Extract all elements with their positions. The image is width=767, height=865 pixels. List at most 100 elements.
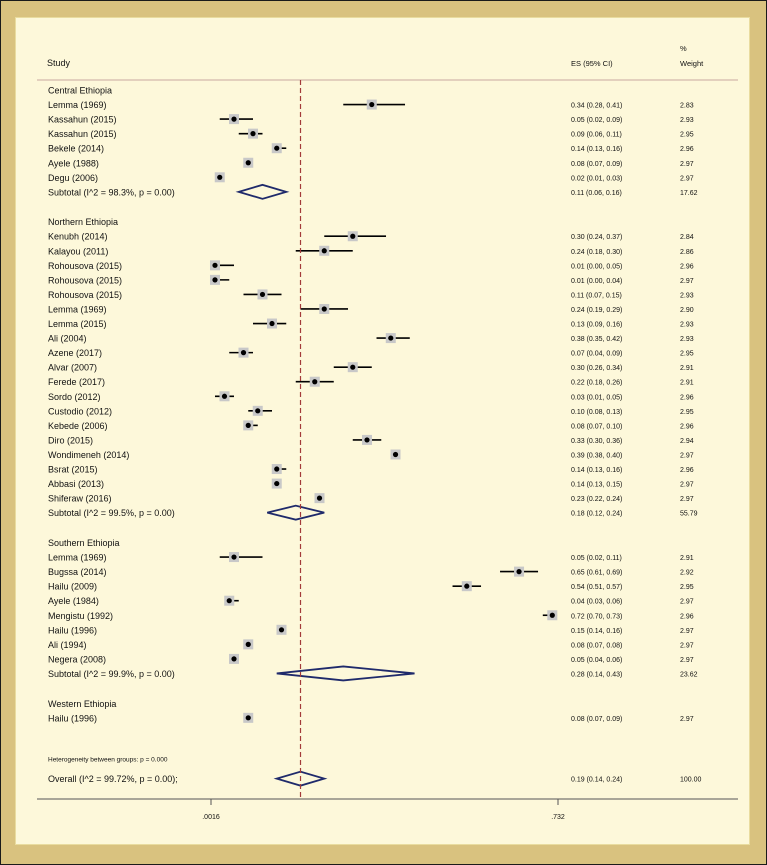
es-ci-value: 0.24 (0.18, 0.30)	[571, 249, 622, 256]
point-estimate	[369, 101, 375, 108]
weight-value: 2.93	[680, 336, 694, 343]
point-estimate	[316, 495, 323, 501]
es-ci-value: 0.24 (0.19, 0.29)	[571, 307, 622, 314]
es-ci-value: 0.38 (0.35, 0.42)	[571, 336, 622, 343]
study-label: Wondimeneh (2014)	[48, 450, 129, 460]
subtotal-label: Subtotal (I^2 = 99.5%, p = 0.00)	[48, 508, 175, 518]
point-estimate	[217, 174, 223, 180]
point-estimate	[240, 350, 247, 356]
weight-value: 2.97	[680, 599, 694, 606]
study-label: Diro (2015)	[48, 435, 93, 445]
forest-rows: Central Ethiopia Lemma (1969) 0.34 (0.28, …	[48, 86, 702, 787]
study-label: Hailu (1996)	[48, 625, 97, 635]
weight-value: 100.00	[680, 777, 702, 784]
es-ci-value: 0.19 (0.14, 0.24)	[571, 777, 622, 784]
study-label: Kalayou (2011)	[48, 246, 108, 256]
header-weight-symbol: %	[680, 44, 687, 53]
weight-value: 2.94	[680, 438, 694, 445]
study-label: Kassahun (2015)	[48, 115, 117, 125]
weight-value: 2.96	[680, 423, 694, 430]
weight-value: 2.95	[680, 584, 694, 591]
es-ci-value: 0.01 (0.00, 0.04)	[571, 278, 622, 285]
study-label: Degu (2006)	[48, 173, 98, 183]
study-label: Bugssa (2014)	[48, 567, 107, 577]
study-label: Rohousova (2015)	[48, 275, 122, 285]
point-estimate	[255, 408, 261, 414]
weight-value: 2.97	[680, 175, 694, 182]
plot-panel	[16, 18, 749, 844]
study-label: Bekele (2014)	[48, 144, 104, 154]
weight-value: 2.97	[680, 657, 694, 664]
header-weight: Weight	[680, 59, 704, 68]
es-ci-value: 0.08 (0.07, 0.08)	[571, 642, 622, 649]
es-ci-value: 0.14 (0.13, 0.15)	[571, 482, 622, 489]
es-ci-value: 0.08 (0.07, 0.10)	[571, 423, 622, 430]
es-ci-value: 0.04 (0.03, 0.06)	[571, 599, 622, 606]
study-label: Bsrat (2015)	[48, 465, 98, 475]
es-ci-value: 0.11 (0.06, 0.16)	[571, 190, 622, 197]
es-ci-value: 0.05 (0.04, 0.06)	[571, 657, 622, 664]
point-estimate	[245, 641, 251, 647]
weight-value: 2.92	[680, 570, 694, 577]
study-label: Lemma (2015)	[48, 319, 107, 329]
es-ci-value: 0.08 (0.07, 0.09)	[571, 716, 622, 723]
study-label: Ali (1994)	[48, 640, 87, 650]
weight-value: 2.86	[680, 249, 694, 256]
study-label: Ali (2004)	[48, 334, 87, 344]
weight-value: 2.97	[680, 642, 694, 649]
es-ci-value: 0.18 (0.12, 0.24)	[571, 511, 622, 518]
es-ci-value: 0.13 (0.09, 0.16)	[571, 322, 622, 329]
point-estimate	[274, 466, 280, 472]
point-estimate	[245, 422, 251, 428]
weight-value: 2.91	[680, 380, 694, 387]
study-label: Custodio (2012)	[48, 406, 112, 416]
es-ci-value: 0.23 (0.22, 0.24)	[571, 496, 622, 503]
es-ci-value: 0.10 (0.08, 0.13)	[571, 409, 622, 416]
es-ci-value: 0.30 (0.24, 0.37)	[571, 234, 622, 241]
subtotal-label: Subtotal (I^2 = 98.3%, p = 0.00)	[48, 187, 175, 197]
point-estimate	[321, 248, 327, 254]
study-label: Shiferaw (2016)	[48, 494, 112, 504]
weight-value: 2.97	[680, 161, 694, 168]
point-estimate	[245, 160, 251, 166]
weight-value: 55.79	[680, 511, 698, 518]
weight-value: 2.83	[680, 103, 694, 110]
weight-value: 2.96	[680, 467, 694, 474]
study-label: Hailu (1996)	[48, 713, 97, 723]
point-estimate	[274, 145, 280, 151]
study-label: Lemma (1969)	[48, 304, 107, 314]
weight-value: 2.93	[680, 117, 694, 124]
weight-value: 2.90	[680, 307, 694, 314]
weight-value: 2.97	[680, 716, 694, 723]
es-ci-value: 0.11 (0.07, 0.15)	[571, 292, 622, 299]
weight-value: 2.97	[680, 482, 694, 489]
group-heading: Southern Ethiopia	[48, 538, 120, 548]
point-estimate	[212, 277, 218, 283]
point-estimate	[278, 627, 285, 633]
es-ci-value: 0.01 (0.00, 0.05)	[571, 263, 622, 270]
es-ci-value: 0.05 (0.02, 0.09)	[571, 117, 622, 124]
weight-value: 2.97	[680, 628, 694, 635]
study-label: Ferede (2017)	[48, 377, 105, 387]
es-ci-value: 0.72 (0.70, 0.73)	[571, 613, 622, 620]
weight-value: 2.96	[680, 394, 694, 401]
point-estimate	[221, 393, 228, 399]
weight-value: 2.95	[680, 132, 694, 139]
study-label: Kebede (2006)	[48, 421, 108, 431]
study-label: Alvar (2007)	[48, 363, 97, 373]
x-axis-tick-label: .0016	[202, 814, 220, 821]
weight-value: 2.84	[680, 234, 694, 241]
study-label: Azene (2017)	[48, 348, 102, 358]
header-es: ES (95% CI)	[571, 59, 613, 68]
point-estimate	[245, 715, 251, 721]
point-estimate	[259, 291, 266, 298]
point-estimate	[250, 131, 256, 137]
pooled-diamond	[273, 770, 328, 787]
weight-value: 2.96	[680, 613, 694, 620]
es-ci-value: 0.54 (0.51, 0.57)	[571, 584, 622, 591]
es-ci-value: 0.03 (0.01, 0.05)	[571, 394, 622, 401]
weight-value: 2.96	[680, 146, 694, 153]
pooled-diamond	[235, 183, 290, 200]
point-estimate	[392, 451, 399, 458]
weight-value: 2.96	[680, 263, 694, 270]
